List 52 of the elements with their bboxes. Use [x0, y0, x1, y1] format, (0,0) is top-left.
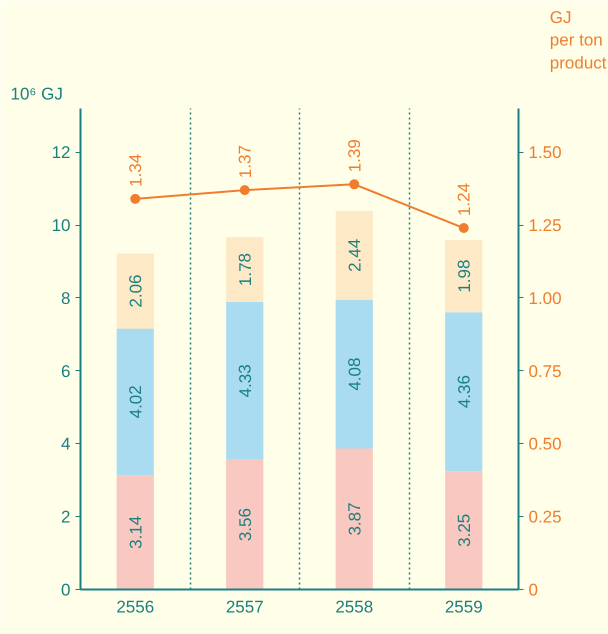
bar — [336, 448, 373, 590]
y-tick-label: 0 — [61, 580, 71, 600]
data-label: 3.56 — [236, 508, 255, 542]
point — [240, 185, 250, 196]
bar — [336, 300, 373, 448]
data-label: 2.06 — [126, 274, 146, 308]
data-label: 1.39 — [345, 139, 364, 172]
bar — [336, 210, 373, 300]
y2-axis-title: GJ per ton product — [550, 8, 607, 72]
y-tick-label: 2 — [61, 508, 71, 527]
bar — [226, 302, 264, 460]
y-axis-title: 10⁶ GJ — [10, 84, 63, 104]
bar — [116, 328, 154, 476]
y2-tick-label: 0.75 — [528, 362, 562, 381]
data-label: 1.37 — [236, 145, 255, 178]
data-label: 3.14 — [126, 516, 146, 549]
data-label: 4.36 — [454, 375, 474, 408]
point — [458, 223, 469, 234]
x-tick-label: 2557 — [226, 598, 264, 616]
data-label: 1.24 — [454, 182, 474, 216]
y2-tick-label: 0.25 — [528, 508, 562, 527]
y2-tick-label: 0 — [528, 580, 538, 600]
point — [349, 179, 360, 190]
bar — [445, 471, 482, 590]
y2-tick-label: 1.25 — [528, 216, 562, 236]
bar — [116, 475, 154, 590]
data-label: 4.33 — [236, 364, 255, 398]
x-tick-label: 2559 — [444, 598, 483, 616]
bar — [445, 312, 482, 472]
y-tick-label: 12 — [52, 143, 71, 162]
bar — [445, 240, 482, 312]
y-tick-label: 8 — [61, 288, 71, 308]
data-label: 4.02 — [126, 385, 146, 418]
y2-tick-label: 1.00 — [528, 288, 562, 308]
data-label: 1.34 — [126, 154, 146, 187]
x-tick-label: 2556 — [116, 598, 154, 616]
x-tick-label: 2558 — [335, 598, 374, 616]
data-label: 3.25 — [454, 514, 474, 547]
y-tick-label: 4 — [61, 434, 71, 454]
data-label: 4.08 — [345, 358, 364, 391]
data-label: 1.78 — [236, 253, 255, 286]
bar — [226, 460, 264, 590]
y2-tick-label: 1.50 — [528, 143, 562, 162]
bar — [116, 254, 154, 329]
data-label: 2.44 — [345, 238, 364, 272]
y-tick-label: 6 — [61, 362, 71, 381]
data-label: 1.98 — [454, 260, 474, 293]
point — [130, 194, 140, 204]
y-tick-label: 10 — [52, 216, 71, 236]
bar — [226, 237, 264, 302]
y2-tick-label: 0.50 — [528, 434, 562, 454]
data-label: 3.87 — [345, 502, 364, 536]
